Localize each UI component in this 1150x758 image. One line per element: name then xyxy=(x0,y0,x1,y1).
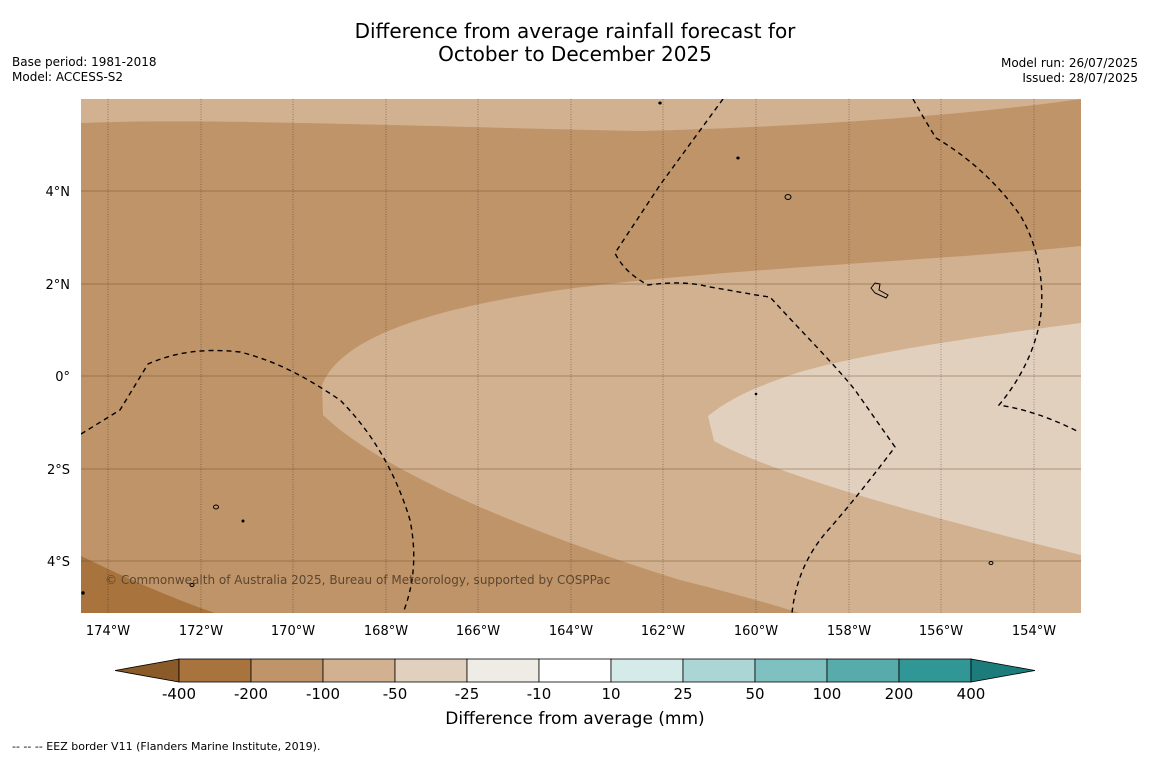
colorbar-label: Difference from average (mm) xyxy=(445,709,705,729)
lon-tick-170w: 170°W xyxy=(271,624,315,639)
model-text: Model: ACCESS-S2 xyxy=(12,70,124,84)
colorbar-bin xyxy=(682,658,756,683)
colorbar-tick-label: -50 xyxy=(383,685,408,703)
colorbar-extend-high xyxy=(970,658,1036,683)
band-central xyxy=(322,246,1081,613)
lat-tick-4n: 4°N xyxy=(46,185,71,200)
lon-tick-162w: 162°W xyxy=(641,624,685,639)
colorbar-extend-low xyxy=(114,658,180,683)
colorbar-tick-label: -25 xyxy=(455,685,480,703)
lon-tick-154w: 154°W xyxy=(1012,624,1056,639)
copyright-text: © Commonwealth of Australia 2025, Bureau… xyxy=(105,573,610,587)
base-period-text: Base period: 1981-2018 xyxy=(12,55,157,69)
rainfall-map: © Commonwealth of Australia 2025, Bureau… xyxy=(81,99,1081,613)
colorbar-tick-label: 100 xyxy=(813,685,842,703)
colorbar-tick-label: -200 xyxy=(234,685,268,703)
colorbar-bin xyxy=(250,658,324,683)
lat-gridlines xyxy=(81,190,1081,562)
colorbar-bin xyxy=(394,658,468,683)
lon-tick-158w: 158°W xyxy=(827,624,871,639)
meta-left: Base period: 1981-2018 Model: ACCESS-S2 xyxy=(12,55,157,85)
colorbar-bin xyxy=(826,658,900,683)
colorbar-tick-label: -100 xyxy=(306,685,340,703)
band-southwest xyxy=(81,556,215,613)
lon-tick-156w: 156°W xyxy=(919,624,963,639)
colorbar-tick-label: 10 xyxy=(601,685,620,703)
issued-text: Issued: 28/07/2025 xyxy=(1022,71,1138,85)
colorbar-tick-label: -10 xyxy=(527,685,552,703)
eez-borders xyxy=(81,99,1080,613)
colorbar-bin xyxy=(754,658,828,683)
chart-title: Difference from average rainfall forecas… xyxy=(354,19,796,66)
colorbar-tick-label: 200 xyxy=(885,685,914,703)
lon-tick-164w: 164°W xyxy=(549,624,593,639)
lon-tick-174w: 174°W xyxy=(86,624,130,639)
colorbar: -400 -200 -100 -50 -25 -10 10 25 50 100 200 400 xyxy=(114,658,1036,703)
colorbar-bin xyxy=(898,658,972,683)
lat-tick-2s: 2°S xyxy=(47,463,70,478)
colorbar-bin xyxy=(178,658,252,683)
islands xyxy=(81,101,994,595)
colorbar-tick-label: 25 xyxy=(673,685,692,703)
model-run-text: Model run: 26/07/2025 xyxy=(1000,56,1138,70)
colorbar-bin xyxy=(610,658,684,683)
lat-tick-0: 0° xyxy=(55,370,70,385)
lon-tick-160w: 160°W xyxy=(734,624,778,639)
lon-tick-166w: 166°W xyxy=(456,624,500,639)
colorbar-tick-label: -400 xyxy=(162,685,196,703)
lon-tick-168w: 168°W xyxy=(364,624,408,639)
colorbar-tick-label: 50 xyxy=(745,685,764,703)
lon-tick-labels: 174°W 172°W 170°W 168°W 166°W 164°W 162°… xyxy=(86,624,1056,639)
lat-tick-2n: 2°N xyxy=(46,278,71,293)
lat-tick-labels: 4°N 2°N 0° 2°S 4°S xyxy=(46,185,71,570)
band-east-light xyxy=(708,323,1081,555)
eez-footnote: -- -- -- EEZ border V11 (Flanders Marine… xyxy=(12,740,321,753)
lon-tick-172w: 172°W xyxy=(179,624,223,639)
meta-right: Model run: 26/07/2025 Issued: 28/07/2025 xyxy=(1001,56,1138,86)
colorbar-bin xyxy=(466,658,540,683)
colorbar-tick-label: 400 xyxy=(957,685,986,703)
gridlines xyxy=(107,99,1035,613)
band-north xyxy=(81,99,1081,131)
lat-tick-4s: 4°S xyxy=(47,555,70,570)
colorbar-bin xyxy=(322,658,396,683)
colorbar-bin xyxy=(538,658,612,683)
